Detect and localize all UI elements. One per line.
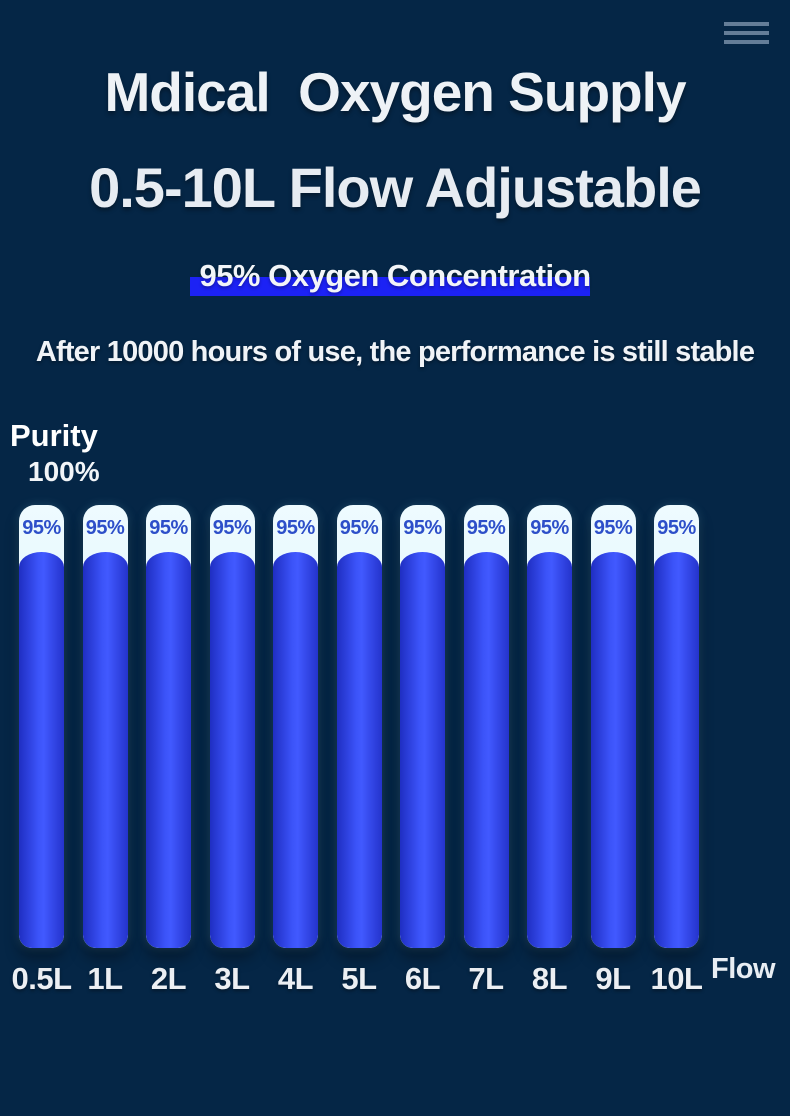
x-axis-label: 9L bbox=[595, 961, 631, 996]
menu-line bbox=[724, 22, 769, 26]
menu-line bbox=[724, 31, 769, 35]
x-axis-label: 7L bbox=[468, 961, 504, 996]
bar-fill bbox=[527, 552, 572, 948]
bar-fill bbox=[146, 552, 191, 948]
bar-fill bbox=[82, 552, 128, 948]
bar-column-2L: 95% 2L bbox=[146, 505, 191, 997]
hamburger-menu-icon[interactable] bbox=[724, 22, 769, 44]
bar: 95% bbox=[463, 505, 509, 948]
bar-value-label: 95% bbox=[657, 517, 696, 539]
x-axis-label: 2L bbox=[150, 961, 187, 996]
bar-column-3L: 95% 3L bbox=[209, 505, 255, 997]
bar-column-4L: 95% 4L bbox=[273, 505, 318, 997]
x-axis-label: 1L bbox=[87, 961, 123, 996]
bar-value-label: 95% bbox=[149, 517, 188, 539]
x-axis-label: 10L bbox=[650, 961, 703, 996]
bar-fill bbox=[209, 552, 255, 948]
bar-value-label: 95% bbox=[276, 517, 315, 539]
bar-value-label: 95% bbox=[466, 517, 506, 539]
bars-row: 95% 0.5L 95% 1L 95% 2L bbox=[11, 505, 703, 997]
bar: 95% bbox=[19, 505, 64, 948]
bar-value-label: 95% bbox=[339, 517, 379, 539]
bar-column-1L: 95% 1L bbox=[82, 505, 128, 997]
bar-fill bbox=[273, 552, 318, 948]
bar: 95% bbox=[336, 505, 382, 948]
bar: 95% bbox=[590, 505, 636, 948]
bar-fill bbox=[336, 552, 382, 948]
x-axis-label: 3L bbox=[214, 961, 250, 996]
bar-value-label: 95% bbox=[530, 517, 569, 539]
bar: 95% bbox=[209, 505, 255, 948]
x-axis-label: 0.5L bbox=[11, 961, 72, 996]
bar-column-9L: 95% 9L bbox=[590, 505, 636, 997]
bar: 95% bbox=[527, 505, 572, 948]
x-axis-label: 8L bbox=[531, 961, 568, 996]
bar: 95% bbox=[273, 505, 318, 948]
y-axis-title: Purity bbox=[10, 418, 98, 453]
y-axis-tick-100: 100% bbox=[28, 456, 100, 487]
tagline: After 10000 hours of use, the performanc… bbox=[35, 336, 755, 368]
highlight-banner: 95% Oxygen Concentration bbox=[0, 254, 790, 300]
page-subtitle: 0.5-10L Flow Adjustable bbox=[89, 156, 702, 219]
bar: 95% bbox=[82, 505, 128, 948]
menu-line bbox=[724, 40, 769, 44]
bar-fill bbox=[463, 552, 509, 948]
bar-column-8L: 95% 8L bbox=[527, 505, 572, 997]
bar-column-7L: 95% 7L bbox=[463, 505, 509, 997]
x-axis-label: 5L bbox=[341, 961, 377, 996]
bar-column-0.5L: 95% 0.5L bbox=[11, 505, 72, 997]
x-axis-label: 6L bbox=[404, 961, 441, 996]
bar-column-5L: 95% 5L bbox=[336, 505, 382, 997]
bar-value-label: 95% bbox=[593, 517, 633, 539]
x-axis-label: 4L bbox=[277, 961, 314, 996]
bar-value-label: 95% bbox=[22, 517, 61, 539]
bar: 95% bbox=[400, 505, 445, 948]
x-axis-title: Flow bbox=[711, 953, 776, 985]
bar-value-label: 95% bbox=[212, 517, 252, 539]
bar-column-10L: 95% 10L bbox=[651, 505, 703, 997]
bar-value-label: 95% bbox=[85, 517, 125, 539]
bar: 95% bbox=[654, 505, 699, 948]
highlight-text: 95% Oxygen Concentration bbox=[199, 258, 591, 293]
bar-fill bbox=[400, 552, 445, 948]
bar-fill bbox=[590, 552, 636, 948]
bar-column-6L: 95% 6L bbox=[400, 505, 445, 997]
highlight-underline-bar bbox=[190, 277, 590, 296]
bar-fill bbox=[19, 552, 64, 948]
bar-fill bbox=[654, 552, 699, 948]
bar-value-label: 95% bbox=[403, 517, 442, 539]
bar: 95% bbox=[146, 505, 191, 948]
page-title: Mdical Oxygen Supply bbox=[104, 61, 686, 123]
